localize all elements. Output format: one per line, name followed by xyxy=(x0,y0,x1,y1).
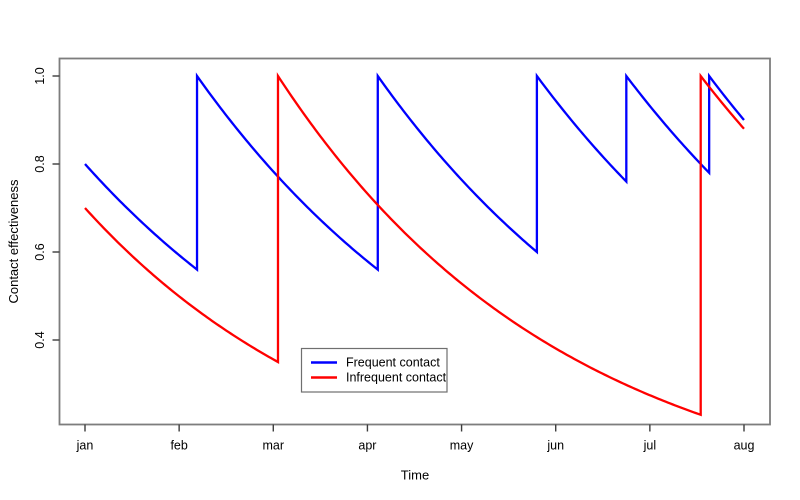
infrequent-contact-line xyxy=(84,72,745,417)
legend-label-frequent: Frequent contact xyxy=(346,356,440,370)
x-tick-label-apr: apr xyxy=(358,439,376,453)
y-axis-ticks: 0.4 0.6 0.8 1.0 xyxy=(33,67,60,349)
x-tick-label-mar: mar xyxy=(263,439,285,453)
x-tick-label-feb: feb xyxy=(170,439,187,453)
x-tick-label-jan: jan xyxy=(76,439,94,453)
plot-border xyxy=(58,57,771,426)
x-axis-ticks: jan feb mar apr may jun jul aug xyxy=(76,424,755,453)
y-tick-label-0.6: 0.6 xyxy=(33,243,47,260)
x-tick-label-may: may xyxy=(450,439,474,453)
y-axis-title: Contact effectiveness xyxy=(6,179,21,304)
series-lines xyxy=(84,72,745,417)
y-tick-label-1.0: 1.0 xyxy=(33,67,47,84)
x-tick-label-aug: aug xyxy=(734,439,755,453)
y-tick-label-0.8: 0.8 xyxy=(33,155,47,172)
legend-label-infrequent: Infrequent contact xyxy=(346,371,447,385)
legend: Frequent contact Infrequent contact xyxy=(300,347,448,393)
legend-box xyxy=(300,347,448,393)
y-tick-label-0.4: 0.4 xyxy=(33,331,47,348)
frequent-contact-line xyxy=(84,72,745,272)
x-axis-title: Time xyxy=(401,468,429,483)
x-tick-label-jun: jun xyxy=(546,439,564,453)
x-tick-label-jul: jul xyxy=(643,439,657,453)
